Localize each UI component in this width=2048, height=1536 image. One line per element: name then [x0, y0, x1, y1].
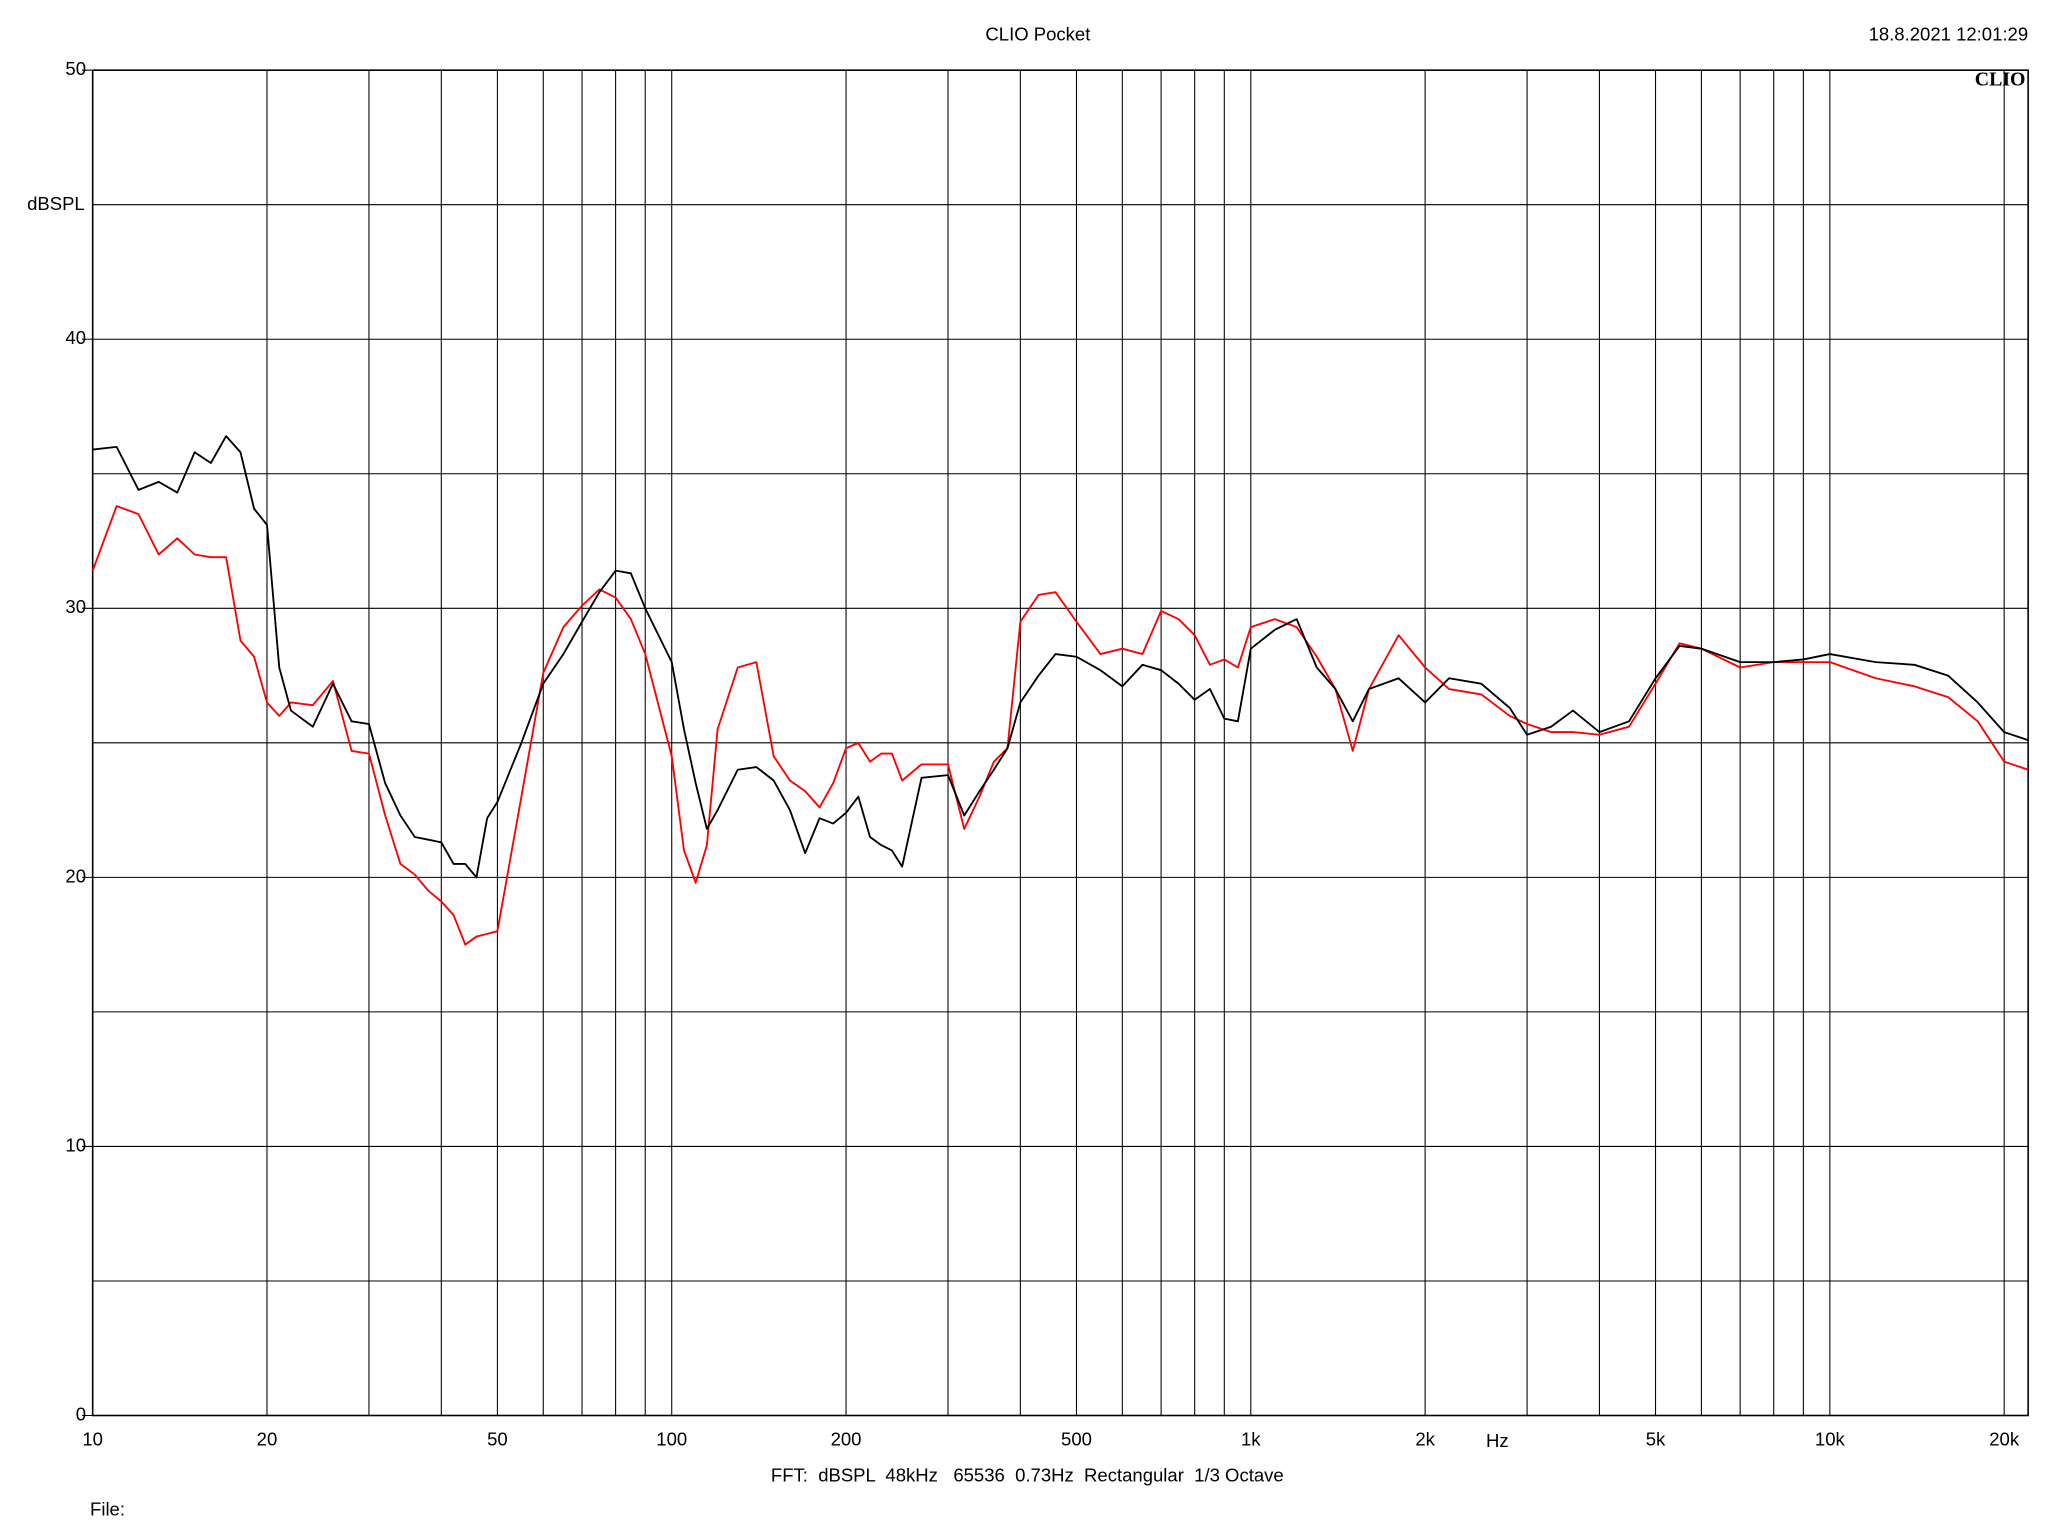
series-line — [92, 435, 2029, 879]
y-tick-label: 30 — [65, 596, 86, 617]
x-tick-label: 20k — [1989, 1429, 2020, 1450]
x-tick-label: 10 — [82, 1429, 103, 1450]
x-axis-label: Hz — [1486, 1430, 1509, 1451]
x-tick-label: 1k — [1241, 1429, 1261, 1450]
x-tick-label: 100 — [656, 1429, 687, 1450]
logo: CLIO — [1975, 68, 2026, 90]
x-tick-label: 5k — [1646, 1429, 1666, 1450]
timestamp: 18.8.2021 12:01:29 — [1869, 24, 2029, 45]
y-tick-label: 0 — [76, 1403, 86, 1424]
x-tick-label: 2k — [1415, 1429, 1435, 1450]
x-tick-label: 20 — [257, 1429, 278, 1450]
y-axis-label: dBSPL — [27, 193, 85, 214]
x-tick-label: 10k — [1815, 1429, 1846, 1450]
y-tick-label: 50 — [65, 58, 86, 79]
y-tick-label: 10 — [65, 1134, 86, 1155]
footer: FFT: dBSPL 48kHz 65536 0.73Hz Rectangula… — [771, 1464, 1284, 1485]
x-tick-label: 200 — [831, 1429, 862, 1450]
x-tick-label: 50 — [487, 1429, 508, 1450]
series-line — [91, 505, 2029, 946]
chart-title: CLIO Pocket — [985, 24, 1091, 45]
y-tick-label: 20 — [65, 865, 86, 886]
y-tick-label: 40 — [65, 327, 86, 348]
file-label: File: — [90, 1499, 125, 1520]
x-tick-label: 500 — [1061, 1429, 1092, 1450]
